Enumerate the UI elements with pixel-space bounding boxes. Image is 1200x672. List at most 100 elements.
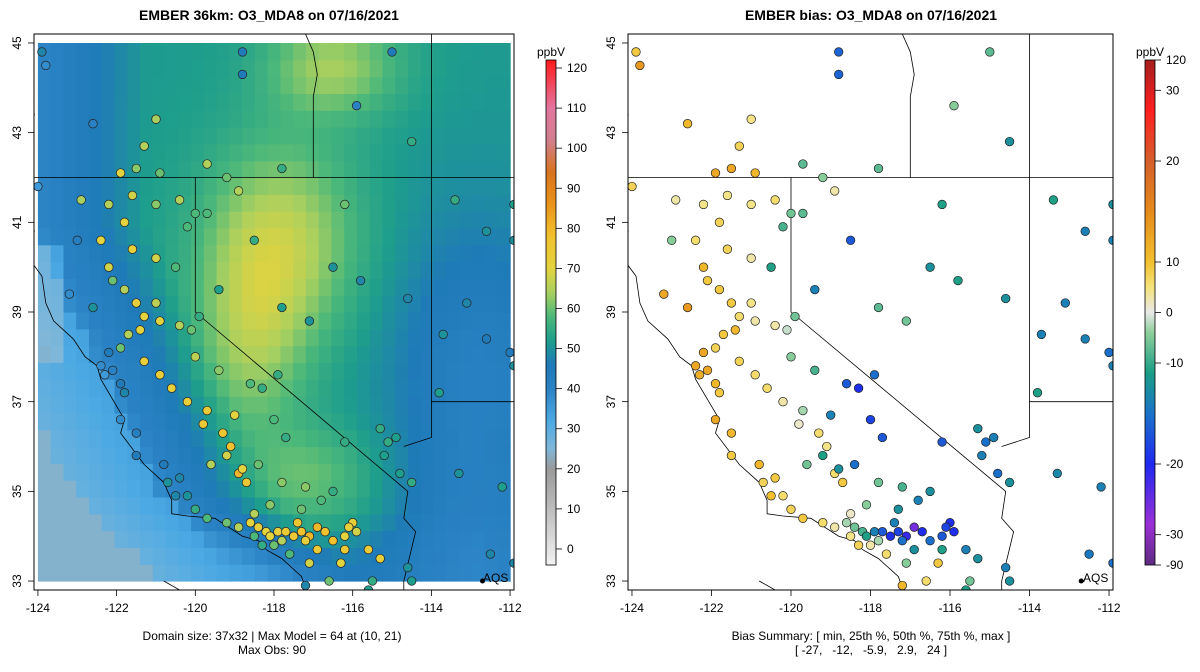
model-grid-cell [471, 328, 486, 347]
model-grid-cell [305, 362, 320, 380]
model-obs-point [375, 553, 385, 564]
model-grid-cell [420, 278, 435, 296]
model-grid-cell [76, 530, 90, 548]
model-footer-line-1: Domain size: 37x32 | Max Model = 64 at (… [143, 629, 402, 643]
model-grid-cell [459, 480, 473, 498]
model-grid-cell [229, 446, 243, 464]
model-obs-point [170, 262, 181, 272]
model-grid-cell [165, 295, 179, 313]
model-grid-cell [63, 194, 77, 212]
model-obs-point [76, 195, 86, 205]
bias-obs-point [1004, 477, 1015, 488]
model-grid-cell [484, 564, 498, 582]
model-grid-cell [242, 328, 256, 347]
model-grid-cell [305, 429, 320, 448]
model-obs-point [119, 284, 130, 295]
model-grid-cell [318, 177, 333, 195]
model-grid-cell [140, 463, 154, 481]
model-grid-cell [395, 530, 409, 548]
model-grid-cell [152, 446, 167, 464]
model-grid-cell [165, 530, 179, 548]
model-grid-cell [127, 43, 141, 61]
model-grid-cell [242, 412, 256, 431]
model-grid-cell [433, 76, 447, 94]
model-panel-title: EMBER 36km: O3_MDA8 on 07/16/2021 [139, 7, 399, 23]
bias-obs-point [782, 325, 792, 335]
model-axes: -124 -122 -120 -118 -116 -114 -112 33 35 37 39 41 43… [10, 36, 522, 615]
bias-obs-point [631, 47, 641, 57]
model-grid-cell [433, 412, 447, 431]
model-grid-cell [127, 143, 141, 162]
model-grid-cell [305, 396, 320, 414]
model-colorbar-tick-label: 30 [567, 422, 581, 436]
model-grid-cell [280, 211, 294, 229]
model-grid-cell [446, 396, 460, 414]
bias-colorbar-tick-label: -90 [1166, 558, 1184, 572]
bias-obs-point [913, 495, 923, 505]
bias-obs-point [1084, 549, 1094, 559]
model-grid-cell [318, 295, 333, 313]
model-grid-cell [50, 564, 65, 582]
model-colorbar-tick-label: 120 [567, 61, 587, 75]
model-grid-cell [152, 211, 167, 229]
bias-obs-point [659, 289, 669, 299]
model-grid-cell [369, 513, 384, 532]
aqs-marker [480, 578, 485, 584]
model-obs-point [281, 527, 291, 537]
model-y-tick-label: 41 [10, 215, 24, 229]
model-obs-point [135, 325, 145, 335]
model-grid-cell [369, 328, 384, 347]
model-footer-line-2: Max Obs: 90 [238, 643, 306, 657]
model-grid-cell [433, 160, 447, 179]
model-obs-point [174, 473, 185, 483]
model-grid-cell [76, 379, 90, 397]
model-grid-cell [344, 379, 358, 397]
model-grid-cell [50, 345, 65, 363]
model-grid-cell [484, 211, 498, 229]
model-grid-cell [395, 547, 409, 565]
bias-obs-point [770, 195, 780, 205]
model-grid-cell [369, 261, 384, 279]
model-grid-cell [459, 429, 473, 448]
bias-obs-point [635, 60, 645, 71]
model-grid-cell [101, 429, 116, 448]
bias-colorbar-label: ppbV [1136, 45, 1164, 59]
model-grid-cell [497, 396, 511, 414]
model-obs-point [131, 428, 141, 438]
model-grid-cell [152, 278, 167, 296]
model-grid-cell [344, 110, 358, 128]
model-grid-cell [37, 564, 52, 582]
model-grid-cell [76, 463, 90, 481]
model-obs-point [127, 244, 138, 254]
model-grid-cell [101, 211, 116, 229]
model-grid-cell [152, 547, 167, 565]
model-grid-cell [101, 564, 116, 582]
coastline [628, 229, 904, 590]
model-grid-cell [433, 312, 447, 330]
model-grid-cell [408, 412, 422, 431]
model-grid-cell [484, 396, 498, 414]
model-grid-cell [254, 497, 269, 515]
model-grid-cell [471, 295, 486, 313]
bias-obs-point [941, 522, 951, 532]
model-grid-cell [497, 76, 511, 94]
model-grid-cell [382, 127, 396, 145]
model-grid-cell [37, 412, 52, 431]
model-grid-cell [446, 278, 460, 296]
model-grid-cell [178, 160, 192, 179]
model-obs-point [265, 500, 275, 510]
model-grid-cell [267, 110, 281, 128]
model-grid-cell [433, 429, 447, 448]
model-grid-cell [369, 127, 384, 145]
model-grid-cell [446, 497, 460, 515]
model-grid-cell [433, 362, 447, 380]
model-grid-cell [356, 564, 371, 582]
model-grid-cell [191, 530, 205, 548]
model-grid-cell [331, 379, 345, 397]
model-grid-cell [267, 227, 281, 246]
bias-obs-point [818, 518, 828, 528]
model-grid-cell [254, 345, 269, 363]
bias-panel: EMBER bias: O3_MDA8 on 07/16/2021 -124 -1… [604, 7, 1186, 657]
model-grid-cell [178, 43, 192, 61]
bias-obs-point [925, 262, 935, 272]
